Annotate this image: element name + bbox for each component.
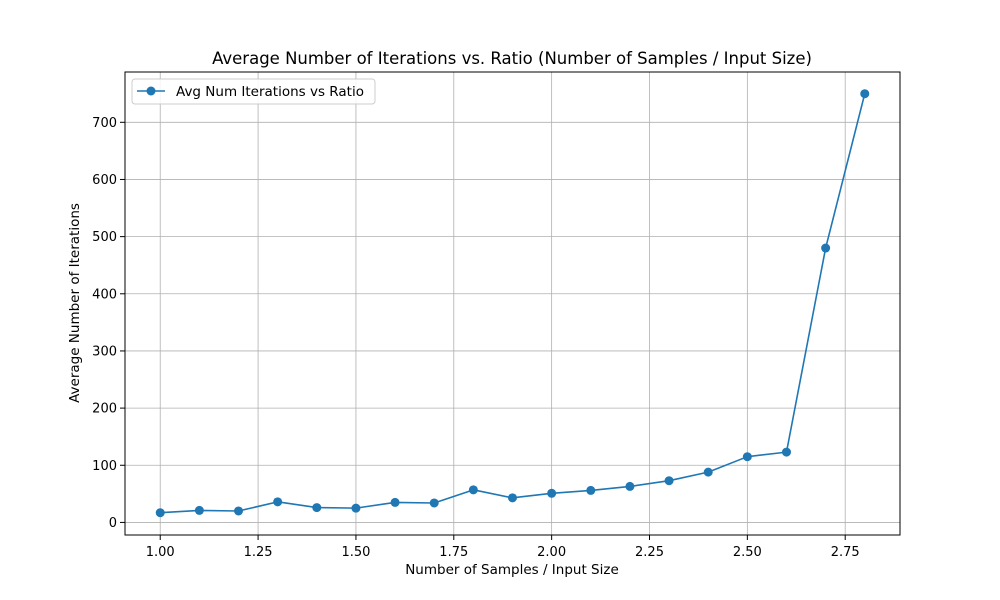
y-tick-label: 100 <box>92 459 117 474</box>
data-point <box>468 485 478 495</box>
x-tick-label: 2.75 <box>831 545 860 560</box>
y-tick-label: 300 <box>92 344 117 359</box>
y-tick-label: 400 <box>92 287 117 302</box>
x-tick-label: 1.00 <box>146 545 175 560</box>
x-tick-label: 2.50 <box>733 545 762 560</box>
data-point <box>155 508 165 518</box>
x-tick-label: 1.50 <box>341 545 370 560</box>
legend-box <box>131 78 376 105</box>
data-point <box>273 497 283 507</box>
data-point <box>821 243 831 253</box>
x-tick-label: 2.00 <box>537 545 566 560</box>
chart-title: Average Number of Iterations vs. Ratio (… <box>212 49 812 68</box>
series-layer <box>155 89 870 518</box>
x-axis-label: Number of Samples / Input Size <box>405 562 619 578</box>
x-axis-ticks: 1.00 1.25 1.50 1.75 2.00 2.25 2.50 2.75 <box>146 535 860 560</box>
y-axis-label: Average Number of Iterations <box>67 203 83 403</box>
grid-lines <box>125 72 900 535</box>
y-tick-label: 700 <box>92 116 117 131</box>
data-point <box>508 493 517 503</box>
y-tick-label: 600 <box>92 173 117 188</box>
data-point <box>703 467 713 477</box>
y-axis-ticks: 0 100 200 300 400 500 600 700 <box>92 116 125 531</box>
x-tick-label: 2.25 <box>635 545 664 560</box>
plot-area-frame <box>124 71 901 536</box>
data-point <box>390 497 400 507</box>
legend-label: Avg Num Iterations vs Ratio <box>176 84 364 100</box>
data-point <box>664 476 674 486</box>
data-point <box>781 447 791 457</box>
data-point <box>742 452 752 462</box>
y-tick-label: 500 <box>92 230 117 245</box>
y-tick-label: 200 <box>92 402 117 417</box>
data-point <box>547 488 557 498</box>
x-tick-label: 1.75 <box>439 545 468 560</box>
data-point <box>429 498 439 508</box>
data-point <box>860 89 870 99</box>
data-point <box>586 485 596 495</box>
data-point <box>625 481 635 491</box>
x-tick-label: 1.25 <box>244 545 273 560</box>
data-point <box>234 506 244 516</box>
legend: Avg Num Iterations vs Ratio <box>131 78 376 105</box>
data-point <box>194 505 204 515</box>
data-point <box>351 503 361 513</box>
data-point <box>312 503 322 513</box>
legend-marker-swatch <box>146 86 156 96</box>
y-tick-label: 0 <box>109 516 117 531</box>
